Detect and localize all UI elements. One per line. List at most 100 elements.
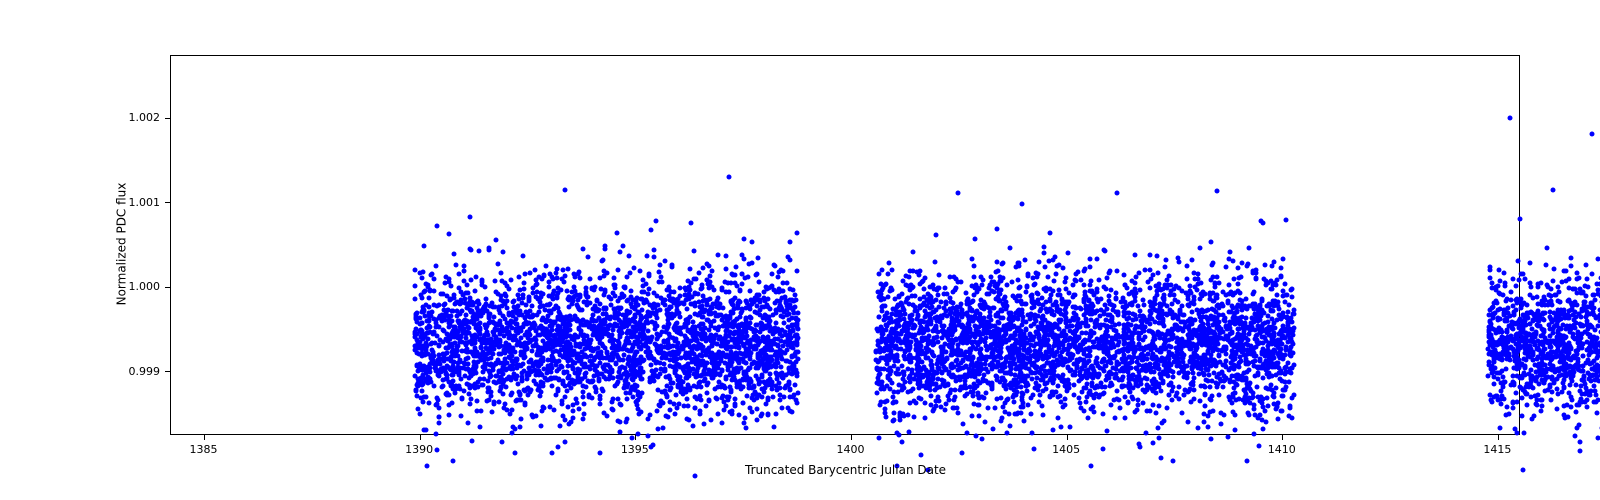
data-point <box>561 344 566 349</box>
data-point <box>637 411 642 416</box>
data-point <box>703 363 708 368</box>
data-point <box>1111 398 1116 403</box>
data-point <box>1056 416 1061 421</box>
data-point <box>483 297 488 302</box>
data-point <box>717 379 722 384</box>
data-point <box>724 404 729 409</box>
data-point <box>501 366 506 371</box>
data-point <box>425 331 430 336</box>
data-point <box>874 390 879 395</box>
data-point <box>618 249 623 254</box>
data-point <box>526 299 531 304</box>
data-point <box>625 396 630 401</box>
data-point <box>422 290 427 295</box>
data-point <box>533 282 538 287</box>
data-point <box>782 386 787 391</box>
data-point <box>591 378 596 383</box>
data-point <box>663 375 668 380</box>
data-point <box>678 315 683 320</box>
data-point <box>599 341 604 346</box>
data-point <box>790 287 795 292</box>
data-point <box>429 353 434 358</box>
data-point <box>1071 293 1076 298</box>
data-point <box>1054 272 1059 277</box>
data-point <box>522 287 527 292</box>
data-point <box>1283 281 1288 286</box>
data-point <box>476 302 481 307</box>
data-point <box>511 348 516 353</box>
data-point <box>737 315 742 320</box>
data-point <box>474 398 479 403</box>
data-point <box>584 286 589 291</box>
data-point <box>607 358 612 363</box>
data-point <box>437 343 442 348</box>
data-point <box>427 296 432 301</box>
data-point <box>536 388 541 393</box>
data-point <box>466 420 471 425</box>
data-point <box>474 408 479 413</box>
data-point <box>640 376 645 381</box>
data-point <box>686 404 691 409</box>
data-point <box>693 303 698 308</box>
data-point <box>548 272 553 277</box>
data-point <box>563 334 568 339</box>
data-point <box>709 269 714 274</box>
data-point <box>603 290 608 295</box>
data-point <box>480 350 485 355</box>
data-point <box>794 297 799 302</box>
data-point <box>786 318 791 323</box>
data-point <box>1082 282 1087 287</box>
data-point <box>557 359 562 364</box>
data-point <box>601 411 606 416</box>
data-point <box>747 357 752 362</box>
data-point <box>556 315 561 320</box>
data-point <box>717 313 722 318</box>
data-point <box>440 328 445 333</box>
data-point <box>1164 257 1169 262</box>
data-point <box>570 299 575 304</box>
data-point <box>652 379 657 384</box>
data-point <box>569 364 574 369</box>
data-point <box>687 315 692 320</box>
data-point <box>587 276 592 281</box>
data-point <box>426 380 431 385</box>
data-point <box>478 376 483 381</box>
data-point <box>459 377 464 382</box>
data-point <box>1118 405 1123 410</box>
data-point <box>642 334 647 339</box>
data-point <box>645 433 650 438</box>
data-point <box>774 411 779 416</box>
data-point <box>748 350 753 355</box>
data-point <box>429 340 434 345</box>
data-point <box>594 298 599 303</box>
data-point <box>720 368 725 373</box>
data-point <box>732 295 737 300</box>
data-point <box>658 399 663 404</box>
data-point <box>624 416 629 421</box>
data-point <box>733 402 738 407</box>
data-point <box>466 355 471 360</box>
data-point <box>552 334 557 339</box>
data-point <box>442 303 447 308</box>
data-point <box>770 387 775 392</box>
data-point <box>761 289 766 294</box>
data-point <box>766 346 771 351</box>
data-point <box>1162 418 1167 423</box>
data-point <box>654 367 659 372</box>
data-point <box>545 358 550 363</box>
data-point <box>621 244 626 249</box>
data-point <box>693 291 698 296</box>
data-point <box>750 301 755 306</box>
data-point <box>1159 456 1164 461</box>
data-point <box>1012 399 1017 404</box>
data-point <box>790 410 795 415</box>
data-point <box>432 383 437 388</box>
data-point <box>541 404 546 409</box>
data-point <box>470 342 475 347</box>
data-point <box>723 253 728 258</box>
data-point <box>876 272 881 277</box>
data-point <box>602 306 607 311</box>
data-point <box>485 379 490 384</box>
data-point <box>628 302 633 307</box>
data-point <box>566 382 571 387</box>
